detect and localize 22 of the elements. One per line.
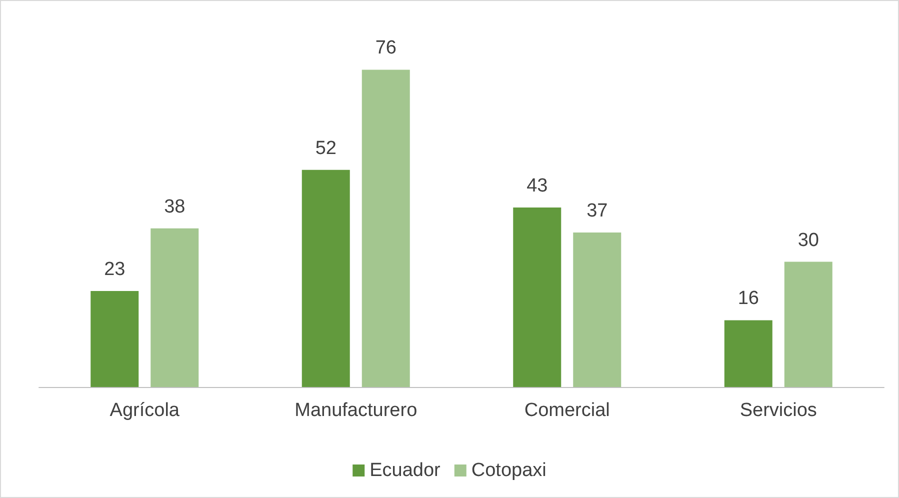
x-tick-label: Manufacturero: [294, 400, 418, 421]
bar: [573, 232, 622, 387]
bar: [150, 228, 199, 387]
bar: [784, 262, 832, 387]
data-label: 30: [798, 230, 819, 251]
x-tick-label: Agrícola: [110, 400, 180, 421]
bar: [724, 320, 772, 387]
legend-label: Cotopaxi: [471, 460, 546, 481]
bar: [302, 170, 350, 387]
data-label: 38: [164, 196, 186, 218]
data-label: 43: [526, 175, 548, 196]
data-label: 76: [375, 38, 396, 59]
legend-label: Ecuador: [370, 460, 442, 481]
bar: [513, 207, 562, 387]
bar: [362, 70, 410, 387]
x-tick-label: Comercial: [524, 400, 610, 421]
data-label: 16: [738, 288, 759, 310]
data-label: 37: [586, 200, 608, 222]
bar: [90, 290, 139, 387]
x-tick-label: Servicios: [740, 400, 817, 421]
data-label: 23: [104, 258, 126, 280]
data-label: 52: [315, 138, 336, 159]
